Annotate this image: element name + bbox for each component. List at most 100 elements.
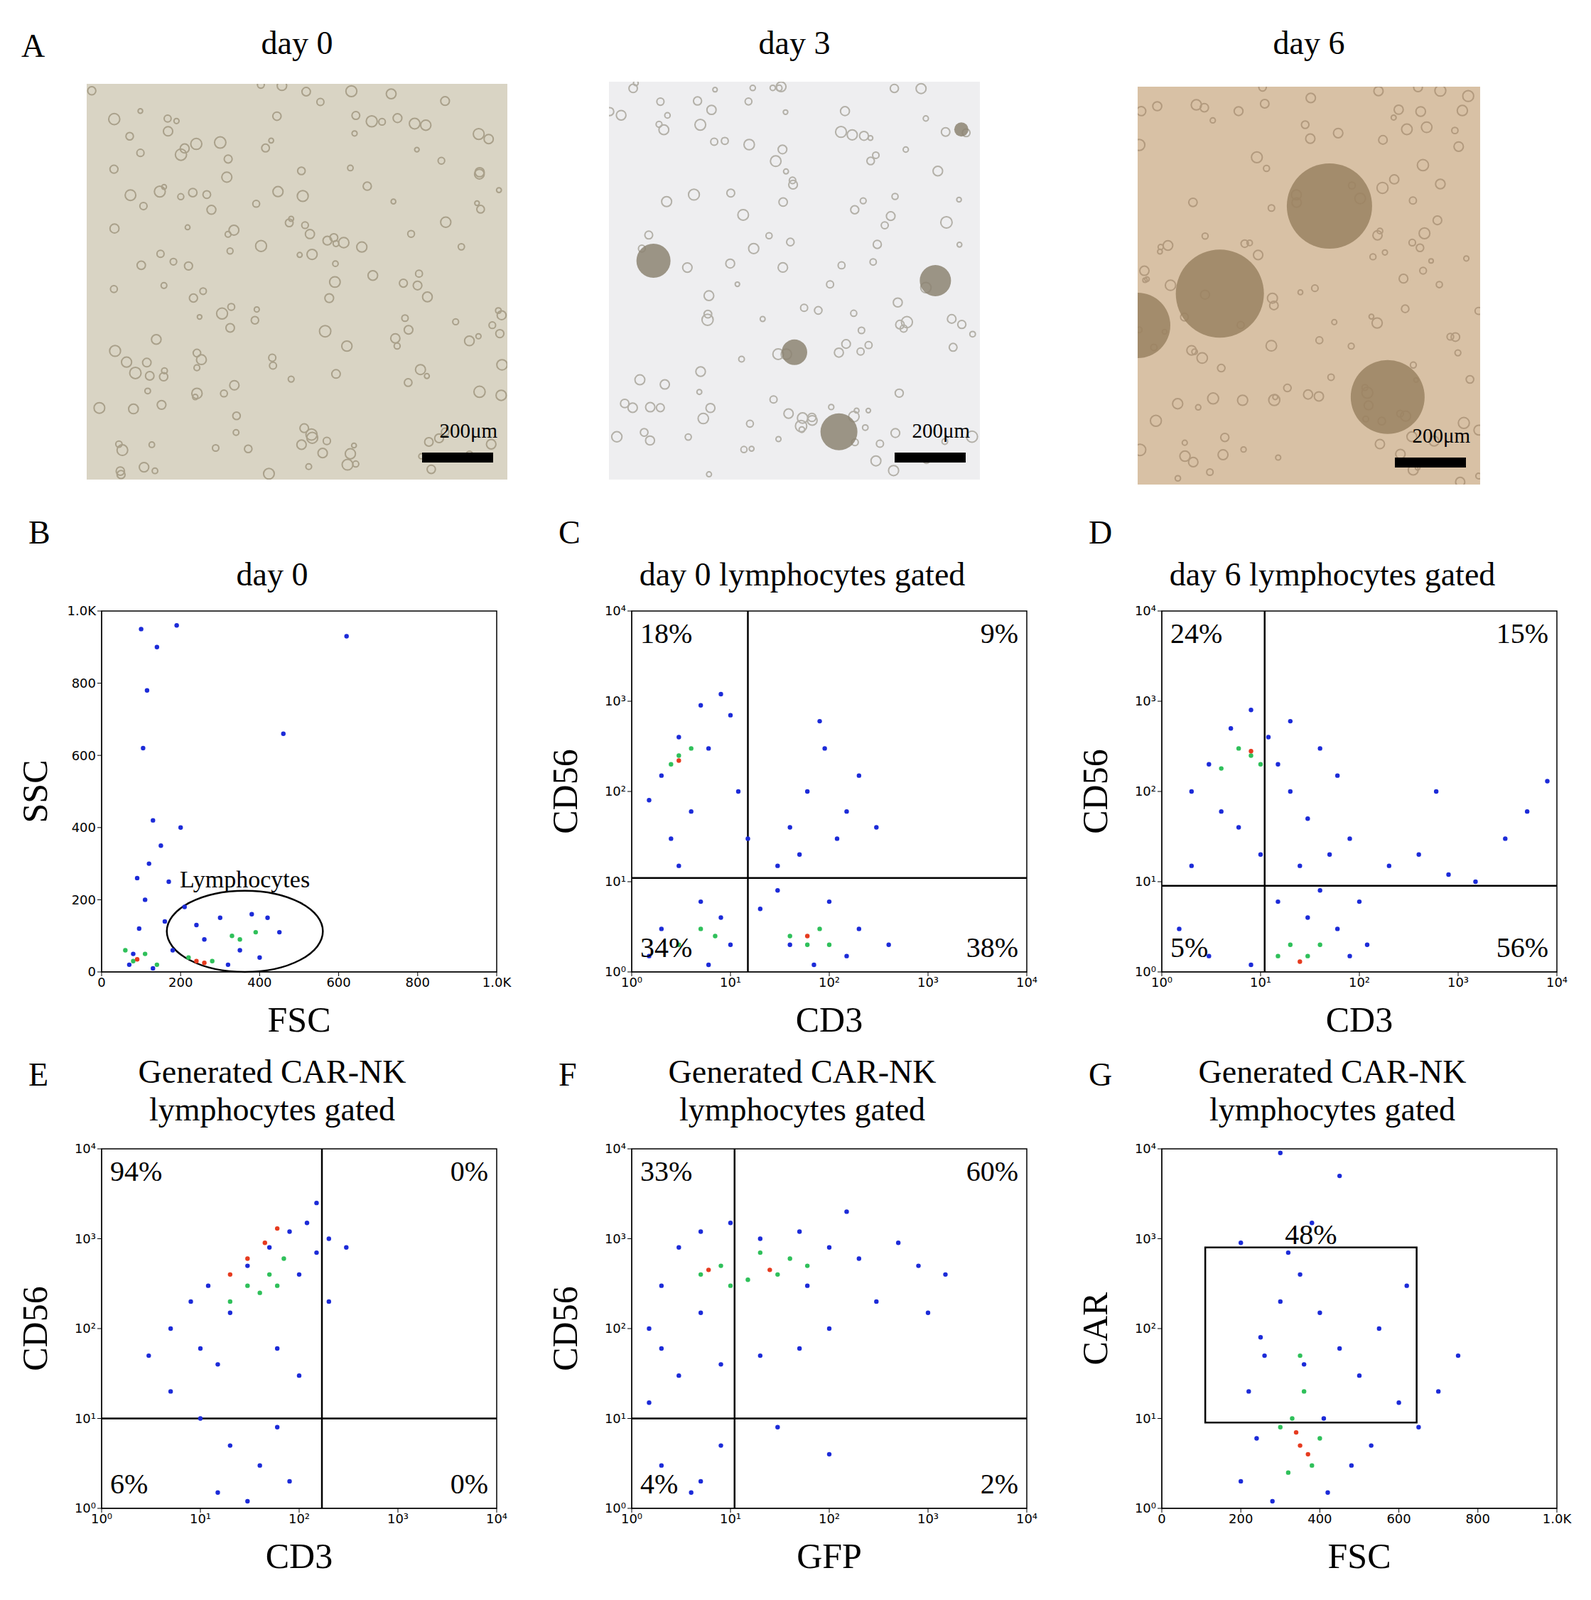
svg-text:10⁰: 10⁰ — [604, 1500, 627, 1516]
svg-text:10²: 10² — [604, 783, 627, 799]
svg-text:CD3: CD3 — [1325, 999, 1393, 1040]
svg-text:CD3: CD3 — [265, 1536, 333, 1577]
svg-text:10²: 10² — [1134, 783, 1157, 799]
html-text:5%: 5% — [1170, 931, 1209, 964]
svg-text:10³: 10³ — [604, 1231, 627, 1247]
svg-text:10⁴: 10⁴ — [1016, 974, 1038, 990]
html-text:0%: 0% — [450, 1468, 489, 1501]
svg-text:CD56: CD56 — [545, 1286, 585, 1371]
svg-text:CD56: CD56 — [545, 748, 585, 834]
svg-text:10⁰: 10⁰ — [74, 1500, 96, 1516]
svg-text:10¹: 10¹ — [604, 1411, 627, 1427]
svg-text:10¹: 10¹ — [1134, 874, 1157, 889]
svg-text:10³: 10³ — [74, 1231, 96, 1247]
html-text:G: G — [1088, 1056, 1113, 1093]
svg-text:GFP: GFP — [796, 1536, 862, 1577]
svg-text:10⁴: 10⁴ — [1134, 603, 1157, 619]
html-text:24%: 24% — [1170, 617, 1223, 650]
html-text:D: D — [1088, 514, 1113, 551]
svg-text:Lymphocytes: Lymphocytes — [179, 866, 310, 893]
html-text:day 0: day 0 — [236, 556, 309, 593]
svg-text:10²: 10² — [604, 1320, 627, 1336]
svg-text:10³: 10³ — [1134, 1231, 1157, 1247]
svg-text:10³: 10³ — [1134, 693, 1157, 709]
svg-text:CD3: CD3 — [795, 999, 863, 1040]
svg-text:10³: 10³ — [1447, 974, 1469, 990]
html-text:day 3: day 3 — [758, 24, 831, 62]
html-text:Generated CAR-NK lymphocytes g: Generated CAR-NK lymphocytes gated — [138, 1053, 407, 1128]
html-text:Generated CAR-NK lymphocytes g: Generated CAR-NK lymphocytes gated — [668, 1053, 937, 1128]
svg-text:800: 800 — [1465, 1511, 1491, 1527]
svg-text:400: 400 — [247, 974, 272, 990]
svg-text:10⁴: 10⁴ — [74, 1141, 96, 1157]
svg-text:10²: 10² — [818, 974, 840, 990]
svg-text:0: 0 — [97, 974, 106, 990]
svg-text:400: 400 — [1307, 1511, 1332, 1527]
svg-text:10³: 10³ — [604, 693, 627, 709]
html-text:33%: 33% — [640, 1155, 693, 1188]
svg-text:FSC: FSC — [1328, 1536, 1392, 1577]
html-text:2%: 2% — [980, 1468, 1019, 1501]
svg-text:400: 400 — [71, 820, 96, 835]
html-text:56%: 56% — [1496, 931, 1549, 964]
svg-text:800: 800 — [405, 974, 430, 990]
svg-text:200: 200 — [71, 892, 96, 908]
svg-text:1.0K: 1.0K — [482, 974, 513, 990]
html-text:0%: 0% — [450, 1155, 489, 1188]
html-text:6%: 6% — [110, 1468, 149, 1501]
svg-text:10¹: 10¹ — [1134, 1411, 1157, 1427]
svg-text:10⁴: 10⁴ — [604, 1141, 627, 1157]
svg-text:600: 600 — [71, 748, 96, 764]
svg-text:CAR: CAR — [1075, 1291, 1115, 1366]
svg-text:0: 0 — [1157, 1511, 1166, 1527]
svg-text:600: 600 — [1386, 1511, 1411, 1527]
html-text:Generated CAR-NK lymphocytes g: Generated CAR-NK lymphocytes gated — [1198, 1053, 1467, 1128]
svg-text:10⁴: 10⁴ — [1134, 1141, 1157, 1157]
svg-text:10⁰: 10⁰ — [604, 964, 627, 980]
html-text:60%: 60% — [966, 1155, 1019, 1188]
svg-text:200: 200 — [1228, 1511, 1253, 1527]
svg-text:CD56: CD56 — [1075, 748, 1115, 834]
svg-text:48%: 48% — [1284, 1218, 1337, 1251]
html-text:day 0 lymphocytes gated: day 0 lymphocytes gated — [639, 556, 966, 593]
html-text:day 6 lymphocytes gated: day 6 lymphocytes gated — [1169, 556, 1496, 593]
svg-text:10³: 10³ — [917, 1511, 939, 1527]
svg-text:10²: 10² — [1348, 974, 1371, 990]
svg-text:10¹: 10¹ — [74, 1411, 96, 1427]
svg-text:800: 800 — [71, 675, 96, 691]
svg-text:10⁴: 10⁴ — [604, 603, 627, 619]
svg-text:FSC: FSC — [267, 999, 332, 1040]
svg-text:200: 200 — [168, 974, 193, 990]
html-text:4%: 4% — [640, 1468, 679, 1501]
svg-text:10²: 10² — [74, 1320, 96, 1336]
svg-text:10⁴: 10⁴ — [486, 1511, 508, 1527]
svg-text:10³: 10³ — [917, 974, 939, 990]
svg-text:10¹: 10¹ — [719, 1511, 742, 1527]
html-text:94%: 94% — [110, 1155, 163, 1188]
svg-text:10¹: 10¹ — [189, 1511, 212, 1527]
svg-text:10¹: 10¹ — [604, 874, 627, 889]
svg-text:1.0K: 1.0K — [67, 603, 98, 619]
svg-text:10⁴: 10⁴ — [1016, 1511, 1038, 1527]
svg-text:10¹: 10¹ — [1249, 974, 1272, 990]
svg-text:1.0K: 1.0K — [1542, 1511, 1573, 1527]
svg-text:10²: 10² — [1134, 1320, 1157, 1336]
svg-text:10¹: 10¹ — [719, 974, 742, 990]
html-text:15%: 15% — [1496, 617, 1549, 650]
svg-text:CD56: CD56 — [14, 1286, 55, 1371]
html-text:day 0: day 0 — [261, 24, 333, 62]
svg-text:10³: 10³ — [387, 1511, 409, 1527]
svg-text:10⁰: 10⁰ — [1134, 1500, 1157, 1516]
html-text:38%: 38% — [966, 931, 1019, 964]
svg-text:600: 600 — [326, 974, 351, 990]
svg-text:10²: 10² — [288, 1511, 310, 1527]
svg-text:0: 0 — [88, 964, 96, 980]
html-text:18%: 18% — [640, 617, 693, 650]
svg-text:10⁰: 10⁰ — [1134, 964, 1157, 980]
svg-text:10⁴: 10⁴ — [1546, 974, 1568, 990]
svg-text:10²: 10² — [818, 1511, 840, 1527]
html-text:9%: 9% — [980, 617, 1019, 650]
html-text:34%: 34% — [640, 931, 693, 964]
html-text:day 6: day 6 — [1273, 24, 1345, 62]
svg-text:SSC: SSC — [14, 760, 55, 824]
